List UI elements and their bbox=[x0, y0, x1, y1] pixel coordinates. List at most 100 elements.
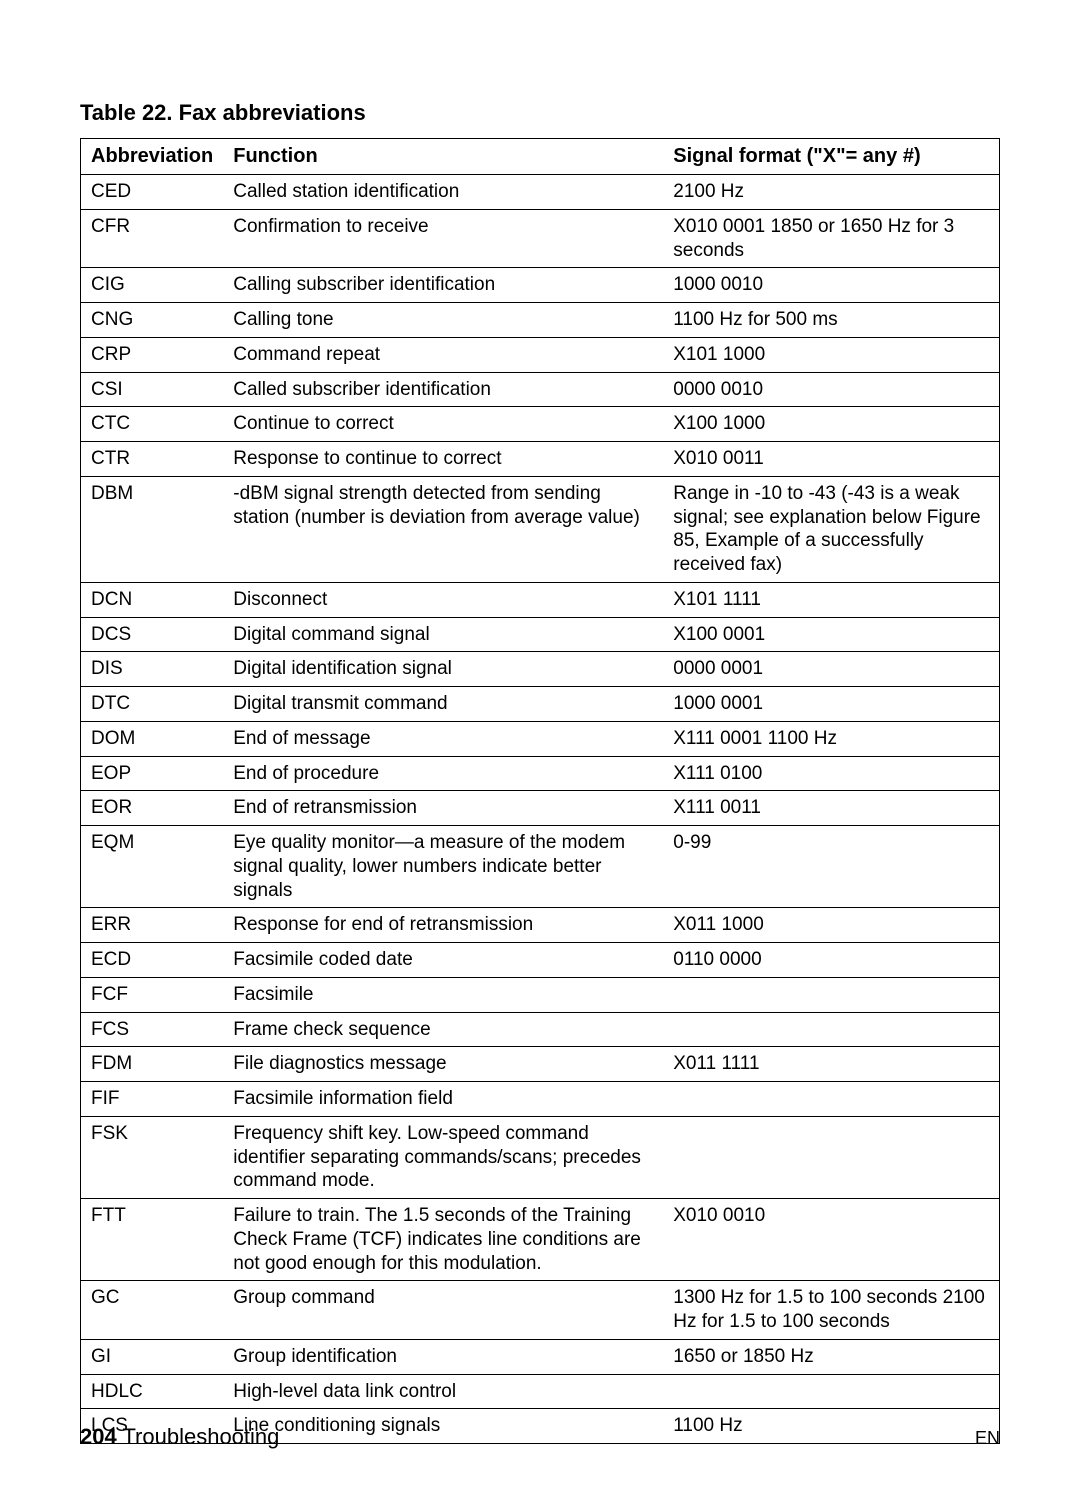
language-indicator: EN bbox=[975, 1428, 1000, 1449]
table-row: FDMFile diagnostics messageX011 1111 bbox=[81, 1047, 1000, 1082]
table-row: DCNDisconnectX101 1111 bbox=[81, 582, 1000, 617]
cell-function: Response to continue to correct bbox=[223, 442, 663, 477]
cell-abbreviation: FSK bbox=[81, 1116, 224, 1198]
table-row: CTCContinue to correctX100 1000 bbox=[81, 407, 1000, 442]
cell-function: Eye quality monitor—a measure of the mod… bbox=[223, 826, 663, 908]
cell-function: Calling tone bbox=[223, 303, 663, 338]
cell-abbreviation: DTC bbox=[81, 687, 224, 722]
table-row: DISDigital identification signal0000 000… bbox=[81, 652, 1000, 687]
table-row: EOPEnd of procedureX111 0100 bbox=[81, 756, 1000, 791]
table-row: CFRConfirmation to receiveX010 0001 1850… bbox=[81, 209, 1000, 268]
table-row: ECDFacsimile coded date0110 0000 bbox=[81, 943, 1000, 978]
cell-function: Facsimile information field bbox=[223, 1082, 663, 1117]
cell-abbreviation: CFR bbox=[81, 209, 224, 268]
cell-signal-format: 1000 0010 bbox=[663, 268, 999, 303]
cell-signal-format: 0-99 bbox=[663, 826, 999, 908]
cell-signal-format: X111 0001 1100 Hz bbox=[663, 721, 999, 756]
cell-function: Response for end of retransmission bbox=[223, 908, 663, 943]
cell-function: -dBM signal strength detected from sendi… bbox=[223, 476, 663, 582]
table-row: GCGroup command1300 Hz for 1.5 to 100 se… bbox=[81, 1281, 1000, 1340]
table-row: DBM-dBM signal strength detected from se… bbox=[81, 476, 1000, 582]
cell-abbreviation: CNG bbox=[81, 303, 224, 338]
cell-signal-format: X011 1000 bbox=[663, 908, 999, 943]
cell-function: Group command bbox=[223, 1281, 663, 1340]
cell-abbreviation: EOR bbox=[81, 791, 224, 826]
cell-signal-format: X100 0001 bbox=[663, 617, 999, 652]
cell-function: Group identification bbox=[223, 1339, 663, 1374]
cell-abbreviation: FCS bbox=[81, 1012, 224, 1047]
table-body: CEDCalled station identification2100 HzC… bbox=[81, 175, 1000, 1444]
cell-signal-format: X010 0011 bbox=[663, 442, 999, 477]
table-row: CSICalled subscriber identification0000 … bbox=[81, 372, 1000, 407]
cell-abbreviation: FDM bbox=[81, 1047, 224, 1082]
table-row: FCSFrame check sequence bbox=[81, 1012, 1000, 1047]
cell-function: Calling subscriber identification bbox=[223, 268, 663, 303]
table-row: FTTFailure to train. The 1.5 seconds of … bbox=[81, 1199, 1000, 1281]
cell-signal-format: 1300 Hz for 1.5 to 100 seconds 2100 Hz f… bbox=[663, 1281, 999, 1340]
table-row: FIFFacsimile information field bbox=[81, 1082, 1000, 1117]
cell-abbreviation: DOM bbox=[81, 721, 224, 756]
header-signal-format: Signal format ("X"= any #) bbox=[663, 139, 999, 175]
table-header-row: Abbreviation Function Signal format ("X"… bbox=[81, 139, 1000, 175]
cell-function: Facsimile bbox=[223, 977, 663, 1012]
cell-abbreviation: FTT bbox=[81, 1199, 224, 1281]
cell-signal-format bbox=[663, 1012, 999, 1047]
table-row: FSKFrequency shift key. Low-speed comman… bbox=[81, 1116, 1000, 1198]
cell-abbreviation: CTR bbox=[81, 442, 224, 477]
cell-function: End of message bbox=[223, 721, 663, 756]
fax-abbreviations-table: Abbreviation Function Signal format ("X"… bbox=[80, 138, 1000, 1444]
cell-signal-format: X101 1111 bbox=[663, 582, 999, 617]
cell-abbreviation: CIG bbox=[81, 268, 224, 303]
cell-function: File diagnostics message bbox=[223, 1047, 663, 1082]
cell-signal-format bbox=[663, 1082, 999, 1117]
cell-signal-format: X111 0011 bbox=[663, 791, 999, 826]
cell-function: Continue to correct bbox=[223, 407, 663, 442]
cell-function: Frame check sequence bbox=[223, 1012, 663, 1047]
cell-function: Failure to train. The 1.5 seconds of the… bbox=[223, 1199, 663, 1281]
page-footer: 204 Troubleshooting EN bbox=[80, 1424, 1000, 1450]
cell-signal-format: X011 1111 bbox=[663, 1047, 999, 1082]
cell-function: Digital identification signal bbox=[223, 652, 663, 687]
table-row: EOREnd of retransmissionX111 0011 bbox=[81, 791, 1000, 826]
table-row: DOMEnd of messageX111 0001 1100 Hz bbox=[81, 721, 1000, 756]
cell-function: End of procedure bbox=[223, 756, 663, 791]
table-row: CEDCalled station identification2100 Hz bbox=[81, 175, 1000, 210]
cell-function: Called station identification bbox=[223, 175, 663, 210]
page-number: 204 bbox=[80, 1424, 117, 1449]
cell-abbreviation: EOP bbox=[81, 756, 224, 791]
cell-function: Called subscriber identification bbox=[223, 372, 663, 407]
cell-signal-format: 1650 or 1850 Hz bbox=[663, 1339, 999, 1374]
cell-signal-format bbox=[663, 1116, 999, 1198]
cell-abbreviation: DCS bbox=[81, 617, 224, 652]
table-row: CRPCommand repeatX101 1000 bbox=[81, 337, 1000, 372]
header-abbreviation: Abbreviation bbox=[81, 139, 224, 175]
cell-abbreviation: FIF bbox=[81, 1082, 224, 1117]
cell-function: End of retransmission bbox=[223, 791, 663, 826]
table-row: CIGCalling subscriber identification1000… bbox=[81, 268, 1000, 303]
cell-abbreviation: CSI bbox=[81, 372, 224, 407]
section-title: Troubleshooting bbox=[122, 1424, 279, 1449]
cell-function: Frequency shift key. Low-speed command i… bbox=[223, 1116, 663, 1198]
cell-abbreviation: CTC bbox=[81, 407, 224, 442]
cell-function: Confirmation to receive bbox=[223, 209, 663, 268]
table-row: CTRResponse to continue to correctX010 0… bbox=[81, 442, 1000, 477]
cell-signal-format: 1100 Hz for 500 ms bbox=[663, 303, 999, 338]
table-row: ERRResponse for end of retransmissionX01… bbox=[81, 908, 1000, 943]
cell-abbreviation: HDLC bbox=[81, 1374, 224, 1409]
header-function: Function bbox=[223, 139, 663, 175]
cell-function: Digital transmit command bbox=[223, 687, 663, 722]
table-row: EQMEye quality monitor—a measure of the … bbox=[81, 826, 1000, 908]
cell-signal-format: X111 0100 bbox=[663, 756, 999, 791]
cell-signal-format: X101 1000 bbox=[663, 337, 999, 372]
cell-abbreviation: DIS bbox=[81, 652, 224, 687]
cell-abbreviation: CRP bbox=[81, 337, 224, 372]
table-row: CNGCalling tone1100 Hz for 500 ms bbox=[81, 303, 1000, 338]
cell-abbreviation: EQM bbox=[81, 826, 224, 908]
cell-signal-format: 1000 0001 bbox=[663, 687, 999, 722]
cell-signal-format: 2100 Hz bbox=[663, 175, 999, 210]
cell-signal-format: X010 0010 bbox=[663, 1199, 999, 1281]
cell-abbreviation: ECD bbox=[81, 943, 224, 978]
cell-signal-format bbox=[663, 1374, 999, 1409]
cell-abbreviation: DBM bbox=[81, 476, 224, 582]
cell-abbreviation: GI bbox=[81, 1339, 224, 1374]
